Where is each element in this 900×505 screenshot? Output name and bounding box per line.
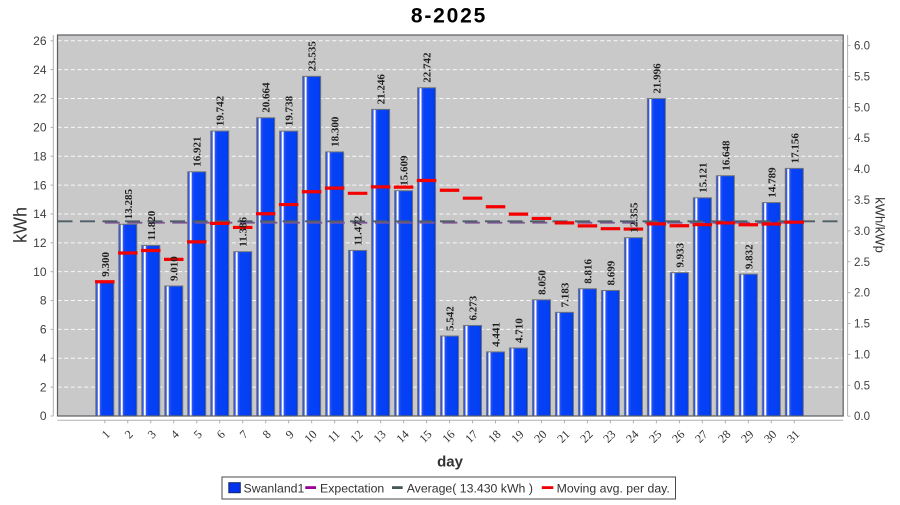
svg-text:Swanland1: Swanland1: [244, 481, 305, 495]
svg-text:17.156: 17.156: [789, 133, 801, 164]
svg-text:0.5: 0.5: [854, 380, 870, 392]
svg-text:22: 22: [33, 92, 47, 106]
svg-text:6: 6: [40, 323, 47, 337]
svg-text:11.820: 11.820: [146, 210, 158, 240]
svg-text:11.386: 11.386: [238, 217, 250, 247]
svg-text:Moving avg. per day.: Moving avg. per day.: [557, 481, 670, 495]
svg-text:8-2025: 8-2025: [411, 5, 487, 28]
svg-text:3.5: 3.5: [854, 195, 870, 207]
svg-text:6.0: 6.0: [854, 41, 870, 53]
svg-text:23.535: 23.535: [307, 41, 319, 72]
svg-text:21.246: 21.246: [376, 74, 388, 105]
svg-text:day: day: [437, 454, 464, 471]
svg-text:1.5: 1.5: [854, 319, 870, 331]
svg-text:15.609: 15.609: [399, 155, 411, 186]
svg-text:5.0: 5.0: [854, 102, 870, 114]
svg-text:0.0: 0.0: [854, 411, 870, 423]
svg-text:22.742: 22.742: [422, 52, 434, 83]
svg-text:8: 8: [40, 294, 47, 308]
svg-text:18.300: 18.300: [330, 116, 342, 147]
svg-text:21.996: 21.996: [651, 63, 663, 94]
svg-text:4.5: 4.5: [854, 133, 870, 145]
svg-text:9.010: 9.010: [169, 256, 181, 281]
svg-text:8.050: 8.050: [536, 270, 548, 295]
svg-text:16.921: 16.921: [192, 137, 204, 167]
svg-text:12.355: 12.355: [628, 202, 640, 233]
svg-text:4.441: 4.441: [491, 322, 503, 347]
svg-text:19.738: 19.738: [284, 95, 296, 126]
svg-text:2.5: 2.5: [854, 257, 870, 269]
svg-text:9.832: 9.832: [743, 244, 755, 269]
svg-text:kWh/kWp: kWh/kWp: [873, 197, 888, 253]
svg-text:3.0: 3.0: [854, 226, 870, 238]
svg-text:1.0: 1.0: [854, 349, 870, 361]
svg-text:0: 0: [40, 409, 47, 423]
svg-text:18: 18: [33, 149, 47, 163]
svg-text:2.0: 2.0: [854, 288, 870, 300]
svg-text:Expectation: Expectation: [320, 481, 384, 495]
svg-text:2: 2: [40, 380, 47, 394]
svg-text:13.285: 13.285: [123, 189, 135, 220]
svg-text:6.273: 6.273: [468, 295, 480, 320]
svg-text:8.699: 8.699: [605, 260, 617, 285]
svg-text:14: 14: [33, 207, 47, 221]
svg-text:16.648: 16.648: [720, 140, 732, 171]
svg-text:kWh: kWh: [11, 207, 31, 243]
svg-text:5.542: 5.542: [445, 306, 457, 331]
svg-text:8.816: 8.816: [582, 259, 594, 284]
svg-text:7.183: 7.183: [559, 282, 571, 307]
svg-text:20.664: 20.664: [261, 82, 273, 113]
svg-text:16: 16: [33, 178, 47, 192]
svg-text:4.0: 4.0: [854, 164, 870, 176]
svg-text:15.121: 15.121: [697, 163, 709, 193]
svg-text:4: 4: [40, 351, 47, 365]
svg-text:24: 24: [33, 63, 47, 77]
svg-text:11.472: 11.472: [353, 215, 365, 245]
svg-text:4.710: 4.710: [513, 318, 525, 343]
svg-text:26: 26: [33, 34, 47, 48]
svg-text:9.300: 9.300: [100, 252, 112, 277]
svg-text:5.5: 5.5: [854, 71, 870, 83]
svg-text:Average( 13.430 kWh ): Average( 13.430 kWh ): [407, 481, 533, 495]
svg-text:20: 20: [33, 121, 47, 135]
svg-text:12: 12: [33, 236, 47, 250]
svg-text:10: 10: [33, 265, 47, 279]
svg-text:9.933: 9.933: [674, 242, 686, 267]
svg-text:19.742: 19.742: [215, 95, 227, 126]
svg-text:14.789: 14.789: [766, 167, 778, 198]
